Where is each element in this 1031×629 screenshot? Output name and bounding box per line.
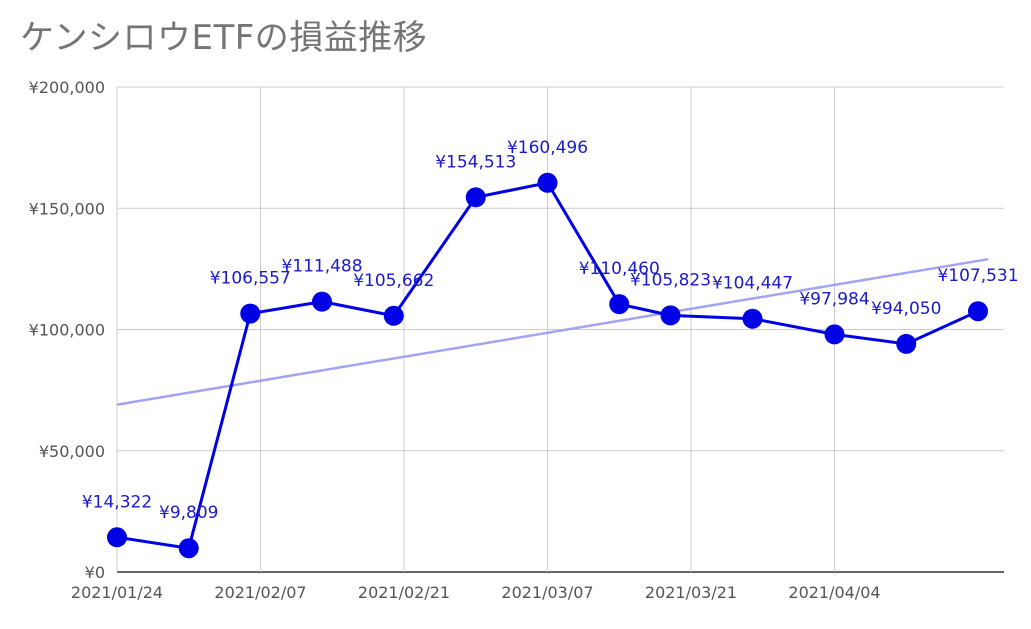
data-point: [609, 294, 630, 315]
data-point: [107, 527, 127, 548]
data-label: ¥9,809: [159, 503, 218, 523]
x-tick-label: 2021/03/07: [501, 583, 593, 602]
data-label: ¥104,447: [712, 274, 793, 294]
data-label: ¥94,050: [871, 299, 941, 319]
data-point: [896, 333, 917, 354]
data-label: ¥160,496: [507, 138, 588, 158]
data-point: [537, 172, 558, 193]
data-label: ¥105,823: [630, 270, 711, 290]
y-tick-label: ¥0: [85, 563, 105, 582]
x-tick-label: 2021/02/21: [358, 583, 450, 602]
y-tick-label: ¥150,000: [29, 199, 105, 218]
y-tick-label: ¥100,000: [29, 321, 105, 340]
data-point: [383, 305, 404, 326]
data-point: [660, 305, 681, 326]
data-label: ¥106,557: [210, 269, 291, 289]
data-label: ¥97,984: [799, 289, 869, 309]
data-label: ¥154,513: [435, 152, 516, 172]
data-point: [312, 291, 332, 312]
x-tick-label: 2021/01/24: [71, 583, 163, 602]
data-label: ¥111,488: [281, 257, 362, 277]
y-tick-label: ¥50,000: [39, 442, 105, 461]
x-tick-label: 2021/04/04: [788, 583, 880, 602]
data-point: [240, 303, 261, 324]
x-tick-label: 2021/03/21: [645, 583, 737, 602]
data-label: ¥110,460: [579, 259, 660, 279]
data-label: ¥105,662: [353, 271, 434, 291]
data-label: ¥14,322: [82, 492, 152, 512]
x-tick-label: 2021/02/07: [214, 583, 306, 602]
y-tick-label: ¥200,000: [29, 78, 105, 97]
data-label: ¥107,531: [937, 266, 1018, 286]
data-point: [465, 187, 486, 208]
data-point: [968, 301, 988, 322]
chart-title: ケンシロウETFの損益推移: [20, 18, 428, 58]
data-point: [824, 324, 845, 345]
data-point: [178, 538, 199, 559]
data-point: [742, 308, 763, 329]
trendline: [116, 257, 989, 406]
